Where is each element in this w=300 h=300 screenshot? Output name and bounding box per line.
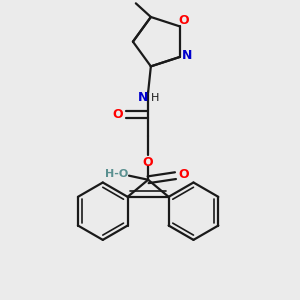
Text: N: N (137, 91, 148, 104)
Text: N: N (182, 49, 193, 62)
Text: O: O (143, 155, 153, 169)
Text: O: O (179, 14, 189, 28)
Text: O: O (178, 168, 189, 181)
Text: O: O (113, 108, 123, 121)
Text: H-O: H-O (105, 169, 128, 179)
Text: H: H (151, 93, 159, 103)
